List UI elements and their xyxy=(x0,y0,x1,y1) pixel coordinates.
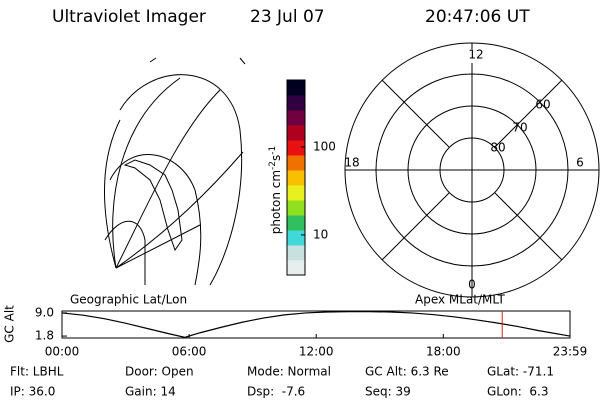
color-step xyxy=(287,110,305,126)
x-tick-label: 18:00 xyxy=(426,345,461,359)
ring-label: 80 xyxy=(490,141,505,155)
mlt-label: 6 xyxy=(576,156,584,170)
color-step xyxy=(287,260,305,276)
color-step xyxy=(287,170,305,186)
color-step xyxy=(287,215,305,231)
diagonal xyxy=(381,192,450,261)
y-tick-label: 1.8 xyxy=(35,329,54,343)
meridian xyxy=(115,151,244,269)
mlt-label: 12 xyxy=(468,48,483,62)
parallel xyxy=(104,220,146,285)
geo-label: Geographic Lat/Lon xyxy=(70,293,187,307)
meridian xyxy=(115,89,221,269)
color-step xyxy=(287,155,305,171)
status-field: Door: Open xyxy=(125,365,194,379)
polar-grid xyxy=(344,42,600,298)
meridian xyxy=(112,77,181,269)
altitude-line xyxy=(61,311,571,338)
x-tick-label: 12:00 xyxy=(299,345,334,359)
status-field: Seq: 39 xyxy=(365,385,411,399)
ring-label: 70 xyxy=(512,121,527,135)
time: 20:47:06 UT xyxy=(425,7,530,27)
color-step xyxy=(287,140,305,156)
ring-label: 60 xyxy=(535,98,550,112)
meridian xyxy=(115,224,201,269)
color-step xyxy=(287,80,305,96)
plot-frame xyxy=(61,310,571,339)
status-field: Dsp: -7.6 xyxy=(247,385,305,399)
grid-fragment xyxy=(149,57,246,65)
color-step xyxy=(287,230,305,246)
diagonal xyxy=(494,192,563,261)
status-field: Gain: 14 xyxy=(125,385,176,399)
y-axis-label: GC Alt xyxy=(3,305,17,343)
meridian xyxy=(103,119,121,269)
color-step xyxy=(287,245,305,261)
unit: s xyxy=(269,155,283,161)
date: 23 Jul 07 xyxy=(250,7,325,27)
mlt-label: 0 xyxy=(468,278,476,292)
label-bg xyxy=(466,49,480,63)
status-field: Mode: Normal xyxy=(247,365,331,379)
exponent: -1 xyxy=(268,146,278,155)
color-step xyxy=(287,200,305,216)
polar-label: Apex MLat/MLT xyxy=(415,293,505,307)
color-step xyxy=(287,125,305,141)
status-field: GC Alt: 6.3 Re xyxy=(365,365,449,379)
status-field: IP: 36.0 xyxy=(10,385,55,399)
x-tick-label: 00:00 xyxy=(45,345,80,359)
exponent: -2 xyxy=(268,161,278,170)
color-step xyxy=(287,95,305,111)
colorbar-frame xyxy=(286,79,306,276)
status-field: Flt: LBHL xyxy=(10,365,64,379)
coastline xyxy=(123,159,183,252)
geo-map xyxy=(103,57,246,286)
diagonal xyxy=(494,79,563,148)
status-field: GLat: -71.1 xyxy=(487,365,554,379)
unit: photon cm xyxy=(269,170,283,234)
footer: Flt: LBHL Door: Open Mode: Normal GC Alt: 6… xyxy=(10,365,554,399)
tick-label: 100 xyxy=(313,139,336,153)
x-tick-label: 06:00 xyxy=(172,345,207,359)
tick-label: 10 xyxy=(313,227,328,241)
status-field: GLon: 6.3 xyxy=(487,385,548,399)
mlt-label: 18 xyxy=(344,156,359,170)
diagonal xyxy=(381,79,450,148)
x-tick-label: 23:59 xyxy=(553,345,588,359)
colorbar: 10 100 xyxy=(286,79,336,276)
parallel xyxy=(119,74,243,286)
colorbar-label: photon cm-2s-1 xyxy=(268,146,283,235)
color-step xyxy=(287,185,305,201)
title: Ultraviolet Imager xyxy=(52,7,206,27)
altitude-plot: 9.0 1.8 00:00 06:00 12:00 18:00 23:59 xyxy=(35,305,587,358)
parallel xyxy=(109,154,202,286)
y-tick-label: 9.0 xyxy=(35,305,54,319)
